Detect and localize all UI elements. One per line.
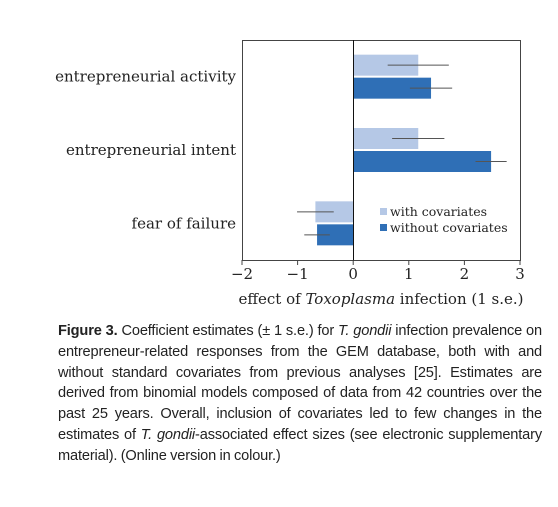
- x-tick-label: 3: [515, 265, 525, 283]
- category-label: entrepreneurial activity: [55, 68, 236, 86]
- category-label: fear of failure: [132, 214, 237, 232]
- category-labels: entrepreneurial activity entrepreneurial …: [55, 68, 236, 233]
- bar-without-covariates: [353, 151, 492, 172]
- legend-label: with covariates: [390, 204, 487, 219]
- x-tick-label: 0: [348, 265, 358, 283]
- x-axis-ticks: −2 −1 0 1 2 3: [231, 260, 525, 283]
- bar-with-covariates: [315, 201, 354, 223]
- x-tick-label: 2: [460, 265, 470, 283]
- x-axis-label: effect of Toxoplasma infection (1 s.e.): [238, 290, 523, 308]
- x-tick-label: −2: [231, 265, 253, 283]
- legend-swatch: [380, 208, 387, 215]
- bar-without-covariates: [353, 77, 432, 99]
- legend-label: without covariates: [390, 220, 508, 235]
- bar-with-covariates: [353, 128, 419, 149]
- figure-number: Figure 3.: [58, 323, 118, 339]
- x-tick-label: −1: [287, 265, 309, 283]
- coefficient-bar-chart: −2 −1 0 1 2 3 entrepreneurial activityentrepr…: [55, 40, 525, 308]
- x-tick-label: 1: [404, 265, 414, 283]
- plot-frame: [242, 40, 521, 261]
- bar-with-covariates: [353, 54, 419, 76]
- category-label: entrepreneurial intent: [66, 141, 236, 159]
- figure-caption: Figure 3. Coefficient estimates (± 1 s.e…: [58, 323, 542, 464]
- bars-layer: [297, 54, 507, 246]
- legend-swatch: [380, 224, 387, 231]
- bar-without-covariates: [317, 224, 354, 246]
